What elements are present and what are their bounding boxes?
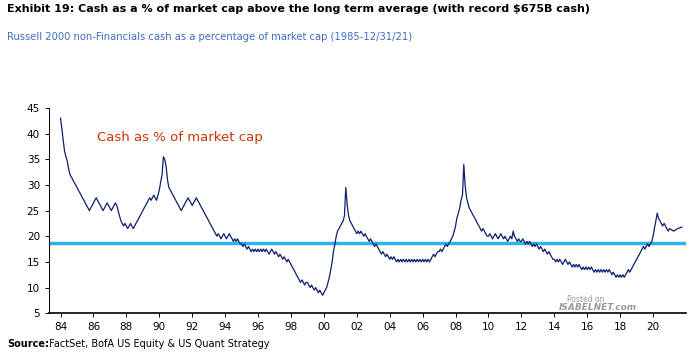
- Text: FactSet, BofA US Equity & US Quant Strategy: FactSet, BofA US Equity & US Quant Strat…: [46, 339, 269, 349]
- Text: Russell 2000 non-Financials cash as a percentage of market cap (1985-12/31/21): Russell 2000 non-Financials cash as a pe…: [7, 32, 412, 42]
- Text: Cash as % of market cap: Cash as % of market cap: [97, 131, 262, 144]
- Text: Posted on: Posted on: [568, 295, 605, 304]
- Text: Source:: Source:: [7, 339, 49, 349]
- Text: Exhibit 19: Cash as a % of market cap above the long term average (with record $: Exhibit 19: Cash as a % of market cap ab…: [7, 4, 590, 14]
- Text: ISABELNET.com: ISABELNET.com: [559, 303, 638, 312]
